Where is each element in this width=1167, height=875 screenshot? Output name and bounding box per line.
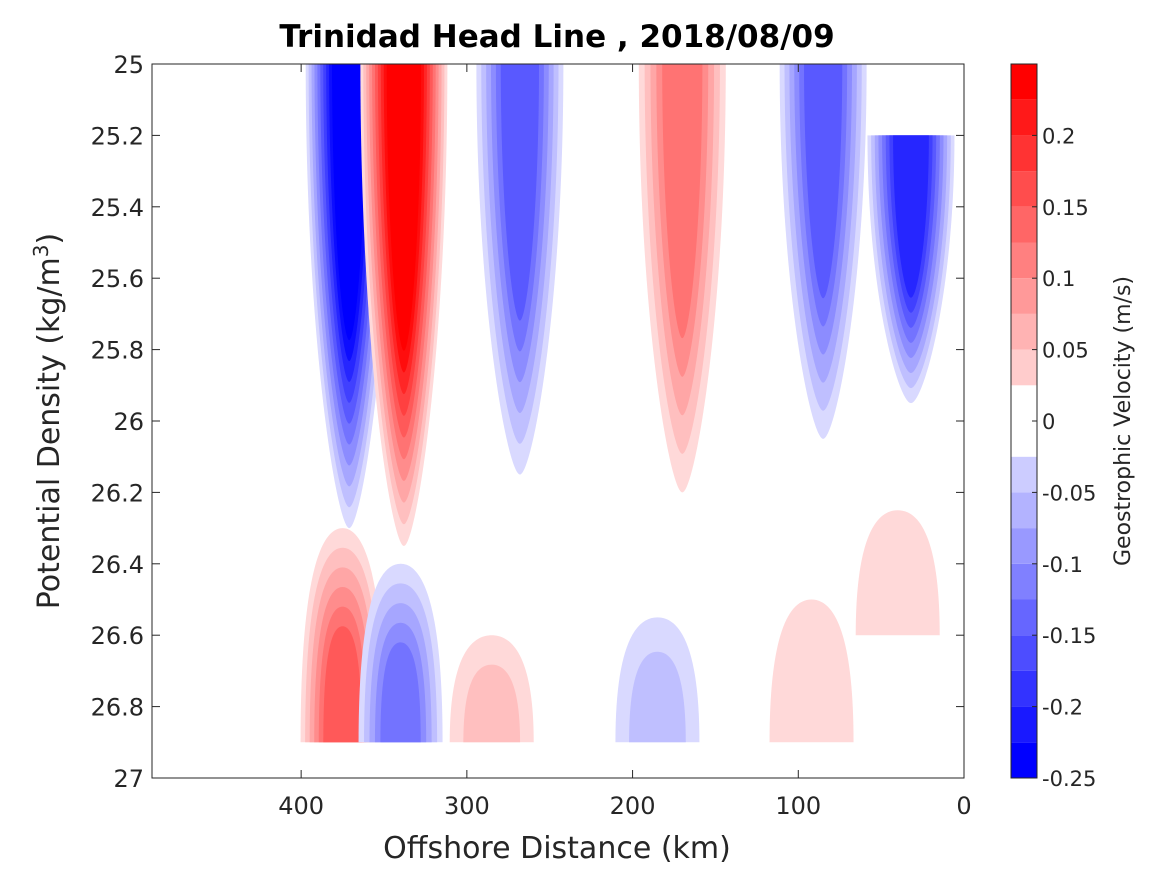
contour-band (769, 599, 854, 743)
colorbar-tick-label: 0.1 (1042, 267, 1075, 291)
colorbar-tick-label: 0.15 (1042, 196, 1089, 220)
y-tick-label: 25.2 (91, 122, 144, 150)
contour-band (629, 651, 686, 743)
y-tick-label: 26.8 (91, 694, 144, 722)
colorbar-tick-label: -0.1 (1042, 553, 1083, 577)
contour-band (323, 626, 362, 743)
y-tick-label: 25.4 (91, 194, 144, 222)
contour-fill-layer (300, 64, 955, 743)
colorbar-swatch (1011, 492, 1037, 529)
chart-title: Trinidad Head Line , 2018/08/09 (279, 19, 834, 55)
contour-feature (358, 563, 443, 743)
contour-feature (855, 510, 940, 636)
colorbar-tick-label: -0.15 (1042, 624, 1096, 648)
x-axis-label: Offshore Distance (km) (383, 831, 731, 866)
x-tick-label: 0 (956, 792, 971, 820)
contour-band (386, 64, 422, 351)
x-tick-label: 300 (444, 792, 490, 820)
colorbar-tick-label: -0.25 (1042, 767, 1096, 791)
colorbar-tick-label: -0.05 (1042, 481, 1096, 505)
y-tick-label: 25.8 (91, 337, 144, 365)
colorbar-swatch (1011, 599, 1037, 636)
colorbar-tick-label: -0.2 (1042, 696, 1083, 720)
colorbar-swatch (1011, 528, 1037, 564)
colorbar-swatch (1011, 385, 1037, 421)
contour-band (804, 64, 843, 299)
colorbar-swatch (1011, 242, 1037, 279)
contour-feature (769, 599, 854, 743)
colorbar-swatch (1011, 171, 1037, 207)
y-tick-label: 26.4 (91, 551, 144, 579)
y-axis-label-main: Potential Density (kg/m (32, 257, 67, 609)
contour-band (893, 135, 929, 298)
contour-band (332, 64, 367, 341)
y-tick-label: 26.2 (91, 479, 144, 507)
colorbar-tick-label: 0 (1042, 410, 1055, 434)
y-axis-label-superscript: 3 (29, 244, 53, 257)
y-tick-label: 27 (113, 765, 144, 793)
colorbar-swatch (1011, 206, 1037, 243)
colorbar-swatch (1011, 349, 1037, 386)
y-axis-label-close: ) (32, 233, 67, 245)
colorbar-swatch (1011, 706, 1037, 743)
y-tick-label: 26 (113, 408, 144, 436)
colorbar-swatch (1011, 421, 1037, 457)
contour-band (855, 510, 940, 636)
contour-feature (867, 135, 955, 404)
colorbar-swatch (1011, 742, 1037, 778)
colorbar-swatch (1011, 563, 1037, 600)
colorbar-swatch (1011, 635, 1037, 671)
colorbar-swatch (1011, 99, 1037, 136)
contour-feature (638, 64, 726, 493)
colorbar: 0.2 0.15 0.1 0.05 0 -0.05 -0.1 -0.15 -0.2 -0.25 (1010, 63, 1096, 791)
x-tick-label: 200 (610, 792, 656, 820)
contour-band (380, 642, 421, 743)
contour-feature (476, 64, 564, 475)
contour-feature (779, 64, 867, 439)
colorbar-swatch (1011, 278, 1037, 314)
y-tick-label: 26.6 (91, 622, 144, 650)
colorbar-swatch (1011, 135, 1037, 172)
colorbar-swatch (1011, 64, 1037, 100)
contour-band (500, 64, 540, 321)
contour-band (463, 664, 521, 743)
contour-band (662, 64, 703, 339)
y-tick-label: 25.6 (91, 265, 144, 293)
y-tick-label: 25 (113, 51, 144, 79)
y-axis-label: Potential Density (kg/m3) (29, 233, 67, 609)
colorbar-tick-label: 0.05 (1042, 339, 1089, 363)
colorbar-tick-label: 0.2 (1042, 124, 1075, 148)
contour-feature (360, 64, 448, 546)
colorbar-swatch (1011, 313, 1037, 350)
x-tick-label: 400 (278, 792, 324, 820)
colorbar-label: Geostrophic Velocity (m/s) (1111, 276, 1136, 566)
x-tick-label: 100 (775, 792, 821, 820)
x-axis: 400 300 200 100 0 (278, 64, 972, 820)
contour-feature (449, 635, 534, 743)
colorbar-swatch (1011, 456, 1037, 493)
colorbar-swatch (1011, 670, 1037, 707)
contour-feature (615, 617, 700, 743)
y-axis: 25 25.2 25.4 25.6 25.8 26 26.2 26.4 26.6 26.8 27 (91, 51, 964, 793)
